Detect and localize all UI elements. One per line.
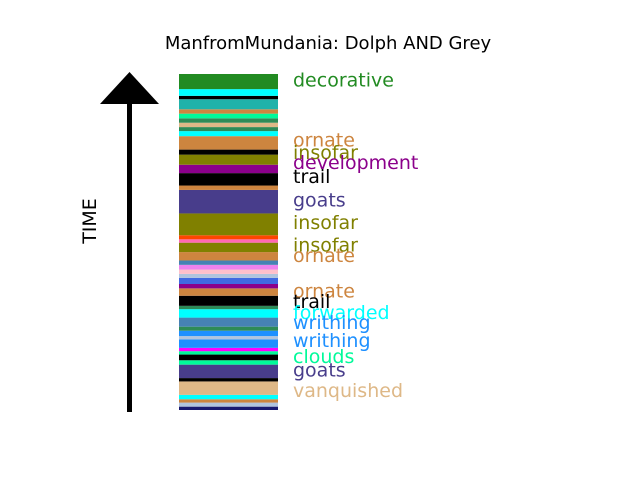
- timeline-segment: [179, 364, 278, 379]
- timeline-segment: [179, 264, 278, 270]
- timeline-segment: [179, 288, 278, 296]
- timeline-segment: [179, 351, 278, 355]
- time-axis: TIME: [79, 72, 159, 412]
- timeline-segment: [179, 269, 278, 274]
- timeline-segment: [179, 235, 278, 240]
- timeline-segment: [179, 317, 278, 327]
- event-label: clouds: [293, 346, 354, 368]
- timeline-segment: [179, 242, 278, 253]
- event-label: insofar: [293, 235, 358, 257]
- event-label: ornate: [293, 281, 355, 303]
- timeline-segment: [179, 122, 278, 128]
- timeline-segment: [179, 252, 278, 261]
- timeline-segment: [179, 260, 278, 265]
- timeline-segment: [179, 339, 278, 348]
- timeline-segment: [179, 295, 278, 306]
- timeline-segment: [179, 127, 278, 132]
- time-arrow-head: [100, 72, 159, 104]
- event-label: goats: [293, 360, 346, 382]
- timeline-segment: [179, 213, 278, 236]
- event-label: forwarded: [293, 302, 390, 324]
- event-label: development: [293, 152, 418, 174]
- event-label: goats: [293, 189, 346, 211]
- timeline-bar: [179, 74, 278, 410]
- timeline-segment: [179, 347, 278, 352]
- timeline-segment: [179, 284, 278, 289]
- timeline-segment: [179, 336, 278, 340]
- timeline-segment: [179, 402, 278, 407]
- timeline-segment: [179, 154, 278, 165]
- timeline-segment: [179, 394, 278, 400]
- event-label: trail: [293, 291, 330, 313]
- timeline-segment: [179, 354, 278, 361]
- timeline-segment: [179, 305, 278, 310]
- timeline-segment: [179, 173, 278, 186]
- timeline-segment: [179, 406, 278, 410]
- timeline-segment: [179, 149, 278, 155]
- timeline-segment: [179, 113, 278, 119]
- event-label: ornate: [293, 130, 355, 152]
- timeline-segment: [179, 309, 278, 318]
- timeline-segment: [179, 330, 278, 337]
- timeline-segment: [179, 360, 278, 365]
- event-label: writhing: [293, 330, 371, 352]
- timeline-segment: [179, 185, 278, 190]
- timeline-segment: [179, 136, 278, 150]
- y-axis-label: TIME: [79, 198, 101, 245]
- timeline-segment: [179, 74, 278, 90]
- timeline-segment: [179, 399, 278, 403]
- event-label: vanquished: [293, 380, 403, 402]
- timeline-segment: [179, 95, 278, 100]
- chart-title: ManfromMundania: Dolph AND Grey: [165, 33, 492, 54]
- timeline-segment: [179, 326, 278, 331]
- timeline-segment: [179, 164, 278, 174]
- timeline-segment: [179, 189, 278, 214]
- event-label: insofar: [293, 142, 358, 164]
- timeline-segment: [179, 277, 278, 284]
- timeline-segment: [179, 109, 278, 114]
- event-label: insofar: [293, 212, 358, 234]
- timeline-segment: [179, 89, 278, 96]
- event-label: trail: [293, 166, 330, 188]
- timeline-segment: [179, 239, 278, 243]
- timeline-segment: [179, 273, 278, 278]
- timeline-segment: [179, 131, 278, 137]
- event-labels: decorativeornateinsofardevelopmenttrailg…: [293, 70, 418, 402]
- timeline-segment: [179, 381, 278, 395]
- event-label: decorative: [293, 70, 394, 92]
- timeline-segment: [179, 118, 278, 123]
- event-label: writhing: [293, 312, 371, 334]
- event-label: ornate: [293, 245, 355, 267]
- timeline-segment: [179, 378, 278, 382]
- timeline-segment: [179, 99, 278, 110]
